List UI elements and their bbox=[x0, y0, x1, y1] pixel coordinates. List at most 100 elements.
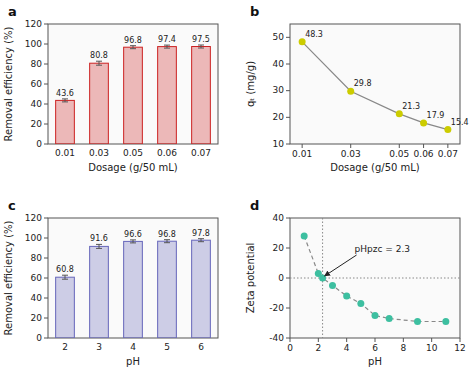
x-tick-label: 0 bbox=[287, 343, 293, 353]
x-tick-label: 0.01 bbox=[292, 149, 312, 159]
y-tick bbox=[44, 24, 48, 25]
x-axis-label: Dosage (g/50 mL) bbox=[330, 162, 420, 173]
x-tick-label: 4 bbox=[344, 343, 350, 353]
y-tick bbox=[44, 104, 48, 105]
x-tick-label: 6 bbox=[198, 342, 204, 352]
y-tick bbox=[286, 90, 290, 91]
y-tick bbox=[286, 117, 290, 118]
x-tick-label: 6 bbox=[372, 343, 378, 353]
y-tick-label: 50 bbox=[273, 32, 285, 42]
plot-area bbox=[56, 45, 211, 144]
data-label: 48.3 bbox=[305, 30, 323, 39]
x-tick-label: 0.01 bbox=[55, 148, 75, 158]
y-tick-label: 0 bbox=[36, 139, 42, 149]
x-tick-label: 0.07 bbox=[438, 149, 458, 159]
error-bar bbox=[130, 240, 136, 243]
x-tick-label: 3 bbox=[96, 342, 102, 352]
y-tick-label: 0 bbox=[36, 333, 42, 343]
annotation: pHpzc = 2.3 bbox=[355, 244, 410, 254]
y-tick bbox=[44, 238, 48, 239]
point bbox=[301, 233, 308, 240]
error-bar bbox=[96, 61, 102, 65]
y-axis-label: Zeta potential bbox=[245, 243, 256, 314]
data-label: 96.8 bbox=[158, 230, 176, 239]
panel-title: d bbox=[250, 198, 259, 213]
y-tick-label: 10 bbox=[273, 139, 285, 149]
x-tick bbox=[302, 144, 303, 148]
y-tick-label: 80 bbox=[31, 253, 43, 263]
y-tick-label: 100 bbox=[25, 233, 42, 243]
y-tick-label: 40 bbox=[273, 213, 285, 223]
bar bbox=[56, 277, 75, 338]
x-tick bbox=[399, 144, 400, 148]
x-tick-label: 2 bbox=[315, 343, 321, 353]
y-axis-label: qₜ (mg/g) bbox=[245, 61, 256, 107]
x-tick-label: 12 bbox=[454, 343, 465, 353]
x-tick-label: 0.06 bbox=[414, 149, 434, 159]
x-tick bbox=[460, 338, 461, 342]
plot-area bbox=[299, 38, 452, 133]
reference-line bbox=[290, 278, 460, 279]
panel: -40-2002040024681012pHpzc = 2.3pHZeta po… bbox=[245, 198, 466, 367]
data-label: 15.4 bbox=[451, 118, 469, 127]
error-bar bbox=[96, 244, 102, 248]
y-tick-label: 120 bbox=[25, 213, 42, 223]
data-label: 80.8 bbox=[90, 51, 108, 60]
y-axis-label: Removal efficiency (%) bbox=[3, 220, 14, 335]
data-label: 96.8 bbox=[124, 36, 142, 45]
x-tick-label: 2 bbox=[62, 342, 68, 352]
data-label: 91.6 bbox=[90, 234, 108, 243]
y-tick bbox=[44, 278, 48, 279]
y-tick bbox=[286, 144, 290, 145]
panel-title: a bbox=[8, 4, 17, 19]
y-tick bbox=[44, 84, 48, 85]
y-tick bbox=[286, 37, 290, 38]
bar bbox=[124, 47, 143, 144]
y-tick bbox=[44, 258, 48, 259]
y-tick-label: 40 bbox=[31, 293, 43, 303]
bar bbox=[158, 241, 177, 338]
y-tick bbox=[286, 64, 290, 65]
x-tick-label: 0.05 bbox=[389, 149, 409, 159]
y-tick bbox=[286, 248, 290, 249]
x-tick-label: 0.07 bbox=[191, 148, 211, 158]
panel: 0204060801001200.010.030.050.060.0743.68… bbox=[3, 4, 218, 173]
point bbox=[343, 293, 350, 300]
y-tick-label: 40 bbox=[31, 99, 43, 109]
y-tick bbox=[286, 338, 290, 339]
data-label: 43.6 bbox=[56, 89, 74, 98]
x-axis-label: pH bbox=[368, 356, 382, 367]
data-label: 96.6 bbox=[124, 230, 142, 239]
y-tick bbox=[286, 308, 290, 309]
plot-frame bbox=[48, 24, 218, 144]
figure: 0204060801001200.010.030.050.060.0743.68… bbox=[0, 0, 474, 387]
bar bbox=[158, 47, 177, 144]
y-tick-label: 20 bbox=[273, 243, 285, 253]
x-tick bbox=[350, 144, 351, 148]
bar bbox=[90, 63, 109, 144]
x-tick-label: 0.05 bbox=[123, 148, 143, 158]
point bbox=[347, 88, 354, 95]
plot-area bbox=[290, 218, 460, 338]
y-tick bbox=[44, 338, 48, 339]
y-tick bbox=[44, 44, 48, 45]
panel: 0204060801001202345660.891.696.696.897.8… bbox=[3, 198, 218, 367]
x-tick-label: 5 bbox=[164, 342, 170, 352]
bar bbox=[124, 241, 143, 338]
y-tick-label: 30 bbox=[273, 85, 285, 95]
error-bar bbox=[62, 99, 68, 102]
y-tick-label: 20 bbox=[273, 112, 285, 122]
x-tick bbox=[423, 144, 424, 148]
y-tick bbox=[286, 278, 290, 279]
data-label: 29.8 bbox=[354, 79, 372, 88]
y-tick bbox=[44, 124, 48, 125]
y-tick-label: 120 bbox=[25, 19, 42, 29]
y-tick-label: 60 bbox=[31, 273, 43, 283]
x-tick-label: 4 bbox=[130, 342, 136, 352]
plot-area bbox=[56, 239, 211, 338]
error-bar bbox=[164, 240, 170, 243]
point bbox=[396, 110, 403, 117]
x-axis-label: Dosage (g/50 mL) bbox=[88, 162, 178, 173]
x-tick bbox=[346, 338, 347, 342]
y-tick-label: 20 bbox=[31, 313, 43, 323]
